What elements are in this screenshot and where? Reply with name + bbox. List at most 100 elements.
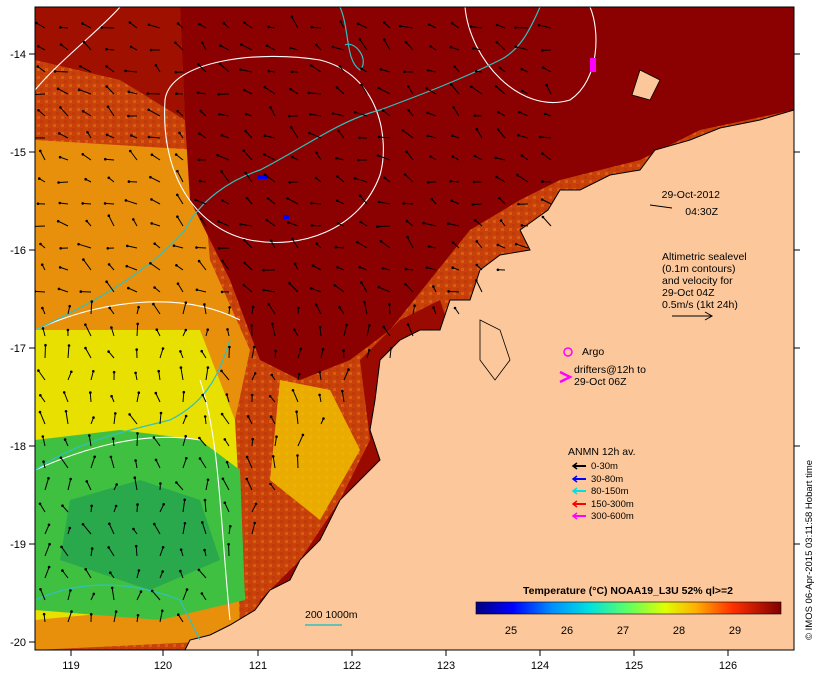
lon-tick-label: 122 <box>343 660 361 672</box>
velocity-arrow <box>55 70 69 73</box>
anmn-item: 30-80m <box>571 474 623 485</box>
velocity-arrow-head <box>498 66 502 70</box>
velocity-arrow <box>201 522 207 535</box>
velocity-arrow-head <box>263 134 267 138</box>
velocity-arrow <box>407 324 414 337</box>
velocity-arrow-head <box>220 134 224 137</box>
colorbar-gradient <box>475 601 782 615</box>
velocity-arrow-head <box>514 242 518 246</box>
velocity-arrow <box>44 524 50 535</box>
velocity-arrow-head <box>132 527 135 531</box>
velocity-arrow-head <box>475 240 479 243</box>
timestamp-date: 29-Oct-2012 <box>662 189 721 201</box>
velocity-arrow-head <box>206 366 210 369</box>
velocity-arrow-head <box>126 244 129 248</box>
velocity-arrow <box>243 284 253 293</box>
velocity-arrow <box>291 238 299 249</box>
velocity-arrow-head <box>153 286 156 289</box>
velocity-arrow-head <box>137 391 141 395</box>
velocity-arrow-head <box>377 285 381 289</box>
velocity-arrow <box>251 522 256 535</box>
velocity-arrow-head <box>377 200 381 204</box>
velocity-arrow <box>495 86 506 95</box>
velocity-arrow-head <box>356 240 359 244</box>
velocity-arrow <box>85 569 92 579</box>
velocity-arrow <box>111 587 115 601</box>
colorbar-tick: 27 <box>617 625 629 637</box>
velocity-arrow <box>221 260 230 271</box>
velocity-arrow-head <box>56 219 60 223</box>
velocity-arrow-head <box>36 202 40 205</box>
velocity-arrow-head <box>84 346 87 350</box>
velocity-arrow-head <box>426 69 430 72</box>
velocity-arrow-head <box>422 221 426 225</box>
velocity-arrow <box>152 303 161 315</box>
lat-tick-label: -15 <box>10 147 26 159</box>
velocity-arrow-head <box>39 149 42 153</box>
velocity-arrow-head <box>134 371 137 375</box>
longitude-axis: 119 120 121 122 123 124 125 126 <box>62 650 737 672</box>
velocity-arrow-head <box>379 239 383 243</box>
anmn-item: 80-150m <box>571 486 629 497</box>
velocity-arrow-head <box>44 343 47 347</box>
velocity-arrow-head <box>353 177 357 180</box>
velocity-arrow <box>108 523 115 535</box>
velocity-arrow <box>450 84 460 95</box>
velocity-arrow-head <box>495 23 499 27</box>
velocity-arrow-head <box>336 266 339 269</box>
velocity-arrow <box>426 267 437 271</box>
altimetry-line: and velocity for <box>662 275 733 287</box>
velocity-arrow <box>60 44 69 51</box>
velocity-arrow <box>543 67 552 73</box>
velocity-arrow <box>129 150 138 161</box>
velocity-arrow-head <box>336 222 340 225</box>
lon-tick-label: 125 <box>625 660 643 672</box>
velocity-arrow-head <box>149 48 153 52</box>
velocity-arrow-head <box>242 283 246 287</box>
velocity-arrow-head <box>250 393 254 397</box>
velocity-arrow-head <box>79 65 82 68</box>
velocity-arrow <box>224 502 230 513</box>
velocity-arrow-head <box>453 65 456 68</box>
velocity-arrow-head <box>176 215 179 218</box>
velocity-arrow-head <box>453 306 457 310</box>
velocity-arrow-head <box>359 220 362 224</box>
velocity-arrow-head <box>267 25 271 29</box>
velocity-arrow <box>405 283 414 293</box>
velocity-arrow <box>148 109 161 117</box>
velocity-arrow <box>67 611 72 623</box>
velocity-arrow-head <box>137 569 141 572</box>
velocity-arrow <box>110 456 115 469</box>
velocity-arrow <box>291 16 299 29</box>
velocity-arrow-head <box>106 105 110 108</box>
velocity-arrow-head <box>47 477 50 480</box>
velocity-arrow-head <box>309 286 313 290</box>
velocity-arrow-head <box>185 588 189 591</box>
velocity-arrow <box>274 436 277 447</box>
velocity-arrow-head <box>228 345 231 349</box>
velocity-arrow-head <box>240 43 243 46</box>
velocity-arrow-head <box>446 222 450 225</box>
velocity-arrow-head <box>291 389 295 392</box>
velocity-arrow <box>67 590 71 601</box>
velocity-arrow-head <box>449 180 453 183</box>
velocity-arrow-head <box>496 268 500 272</box>
anmn-title: ANMN 12h av. <box>568 446 636 458</box>
velocity-arrow <box>472 203 483 205</box>
velocity-arrow <box>407 86 414 95</box>
sealevel-contours <box>35 7 597 621</box>
velocity-arrow-head <box>427 23 431 26</box>
velocity-arrow <box>476 128 483 139</box>
velocity-arrow-head <box>135 348 138 351</box>
velocity-arrow-head <box>425 266 429 269</box>
velocity-arrow-head <box>226 328 229 331</box>
lat-tick-label: -20 <box>10 637 26 649</box>
velocity-arrow-head <box>254 502 258 506</box>
lon-tick-label: 120 <box>154 660 172 672</box>
velocity-arrow-head <box>129 149 132 153</box>
velocity-arrow <box>400 25 414 29</box>
velocity-arrow <box>182 415 187 425</box>
velocity-arrow-head <box>268 395 272 398</box>
velocity-arrow-head <box>398 24 402 28</box>
velocity-arrow <box>196 247 207 249</box>
